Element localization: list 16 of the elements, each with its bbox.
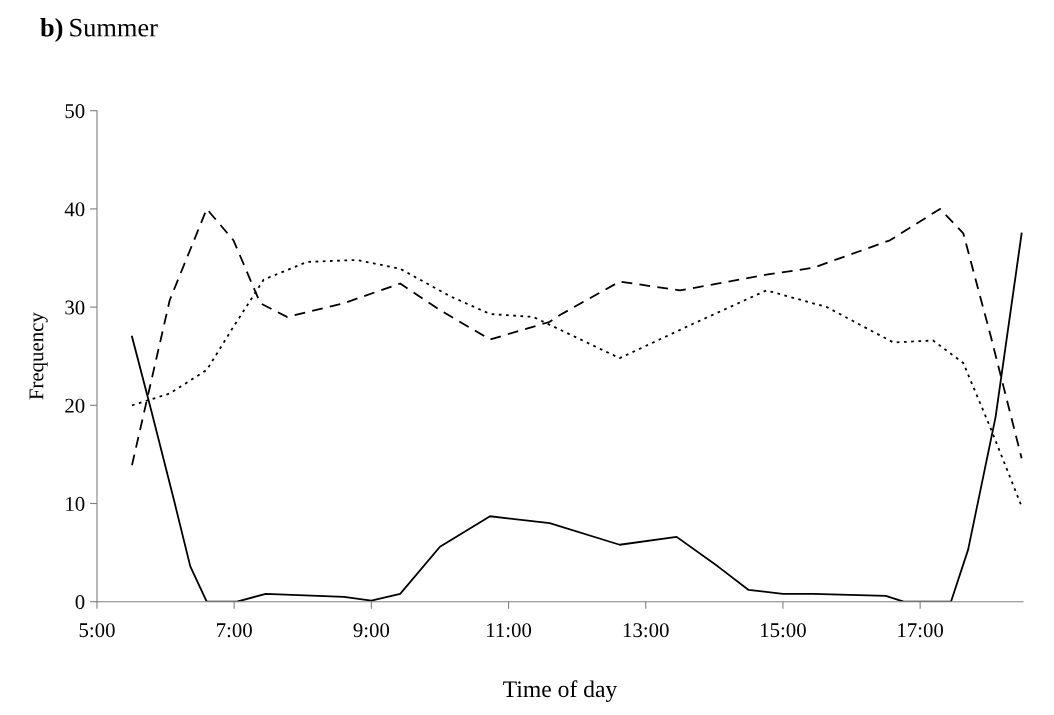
x-axis-title: Time of day <box>503 680 618 703</box>
x-tick-label: 7:00 <box>217 623 252 638</box>
y-tick-label: 30 <box>65 300 85 315</box>
y-tick-label: 20 <box>65 398 85 413</box>
x-tick-label: 9:00 <box>353 623 390 638</box>
x-tick-label: 17:00 <box>898 623 944 638</box>
x-tick-label: 11:00 <box>487 623 532 638</box>
x-tick-label: 5:00 <box>79 623 115 638</box>
y-axis-title: Frequency <box>29 312 48 400</box>
y-tick-label: 10 <box>66 496 85 511</box>
y-tick-label: 40 <box>64 202 85 217</box>
x-tick-label: 13:00 <box>623 623 669 638</box>
y-tick-label: 50 <box>65 104 85 119</box>
x-tick-label: 15:00 <box>761 623 806 638</box>
y-tick-label: 0 <box>75 595 85 610</box>
chart-title: b) Summer <box>40 18 158 42</box>
